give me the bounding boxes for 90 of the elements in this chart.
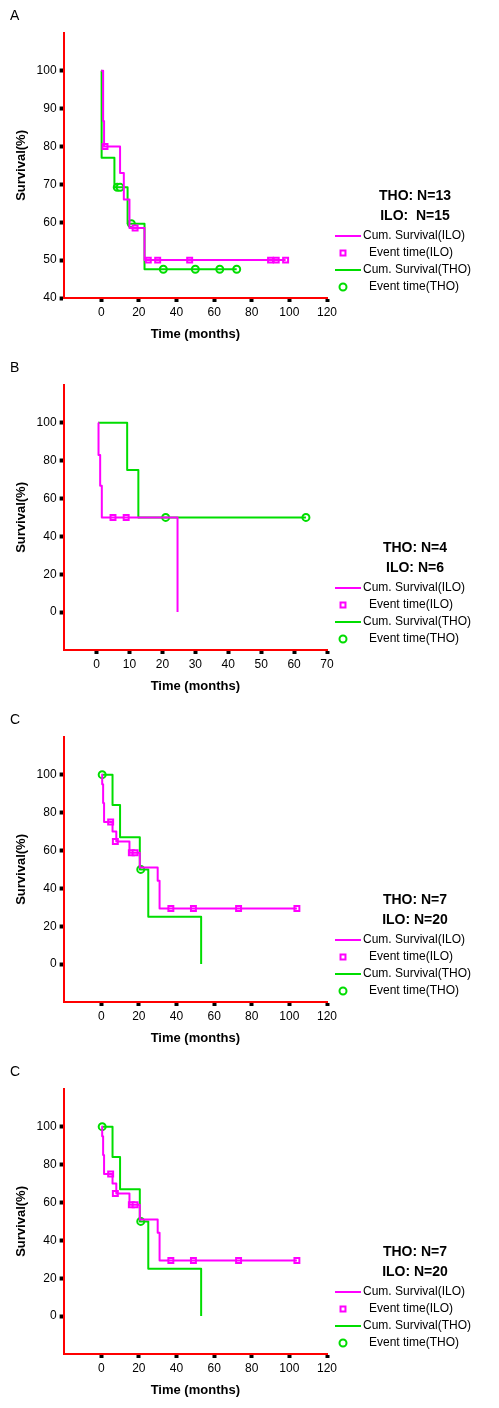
legend-label: Cum. Survival(THO) [363,1318,472,1333]
text: ILO: N=6 [386,558,445,575]
y-tick-label: 80 [43,1156,57,1171]
x-tick-label: 100 [279,304,300,319]
y-tick-label: 0 [49,604,57,619]
y-tick-label: 80 [43,452,57,467]
x-tick-label: 0 [97,304,105,319]
legend-label: Event time(THO) [369,631,460,646]
x-tick-label: 20 [132,304,146,319]
text: ILO: N=20 [382,910,449,927]
legend-label: Event time(THO) [369,1335,460,1350]
y-tick-label: 20 [43,1270,57,1285]
x-tick-label: 0 [97,1360,105,1375]
x-tick-label: 60 [207,1360,222,1375]
y-tick-label: 100 [36,767,57,781]
y-tick-label: 100 [36,1119,57,1133]
y-axis-title: Survival(%) [13,833,29,905]
x-tick-label: 80 [245,304,259,319]
x-axis-title: Time (months) [150,1029,240,1045]
chart-title: A [10,7,20,24]
y-tick-label: 0 [49,956,57,971]
y-tick-label: 90 [43,100,57,115]
y-tick-label: 20 [43,566,57,581]
x-tick-label: 40 [169,1008,184,1023]
x-tick-label: 120 [316,1008,338,1023]
x-tick-label: 60 [207,304,222,319]
y-tick-label: 40 [43,880,57,895]
chart-title: C [10,711,21,728]
y-tick-label: 40 [43,528,57,543]
y-tick-label: 60 [43,842,57,857]
text: THO: N=7 [382,890,448,907]
y-axis-title: Survival(%) [13,1185,29,1257]
text: THO: N=7 [382,1242,448,1259]
legend-label: Cum. Survival(ILO) [363,228,466,243]
text: THO: N=4 [382,538,448,555]
x-axis-title: Time (months) [150,325,240,341]
x-tick-label: 80 [245,1360,259,1375]
legend-label: Event time(ILO) [369,597,454,612]
x-tick-label: 10 [122,656,137,671]
y-tick-label: 50 [43,252,57,267]
x-tick-label: 0 [97,1008,105,1023]
x-tick-label: 40 [169,304,184,319]
x-tick-label: 120 [316,304,338,319]
x-tick-label: 80 [245,1008,259,1023]
x-tick-label: 70 [320,656,334,671]
x-axis-title: Time (months) [150,677,240,693]
text: THO: N=13 [379,186,452,203]
y-tick-label: 80 [43,138,57,153]
legend-label: Cum. Survival(ILO) [363,1284,466,1299]
text: ILO: N=20 [382,1262,449,1279]
y-tick-label: 80 [43,804,57,819]
y-tick-label: 20 [43,918,57,933]
y-tick-label: 60 [43,214,57,229]
legend-label: Event time(ILO) [369,1301,454,1316]
y-tick-label: 60 [43,1194,57,1209]
legend-label: Event time(THO) [369,279,460,294]
y-axis-title: Survival(%) [13,129,29,201]
y-tick-label: 40 [43,290,57,305]
y-tick-label: 40 [43,1232,57,1247]
y-tick-label: 60 [43,490,57,505]
legend-label: Cum. Survival(THO) [363,262,472,277]
legend-label: Event time(ILO) [369,949,454,964]
text: ILO: N=15 [380,206,451,223]
x-tick-label: 120 [316,1360,338,1375]
x-tick-label: 60 [207,1008,222,1023]
x-tick-label: 20 [155,656,170,671]
x-tick-label: 40 [169,1360,184,1375]
x-tick-label: 20 [132,1360,146,1375]
legend-label: Cum. Survival(THO) [363,614,472,629]
x-tick-label: 30 [188,656,203,671]
legend-label: Event time(ILO) [369,245,454,260]
y-tick-label: 100 [36,415,57,429]
legend-label: Cum. Survival(ILO) [363,932,466,947]
y-tick-label: 0 [49,1308,57,1323]
y-tick-label: 70 [43,176,57,191]
x-tick-label: 50 [254,656,269,671]
legend-label: Cum. Survival(ILO) [363,580,466,595]
x-tick-label: 100 [279,1008,300,1023]
legend-label: Event time(THO) [369,983,460,998]
x-tick-label: 100 [279,1360,300,1375]
chart-title: C [10,1063,21,1080]
chart-title: B [10,359,20,376]
x-tick-label: 20 [132,1008,146,1023]
x-axis-title: Time (months) [150,1381,240,1397]
x-tick-label: 60 [287,656,302,671]
legend-label: Cum. Survival(THO) [363,966,472,981]
y-tick-label: 100 [36,63,57,77]
x-tick-label: 40 [221,656,236,671]
y-axis-title: Survival(%) [13,481,29,553]
x-tick-label: 0 [93,656,101,671]
